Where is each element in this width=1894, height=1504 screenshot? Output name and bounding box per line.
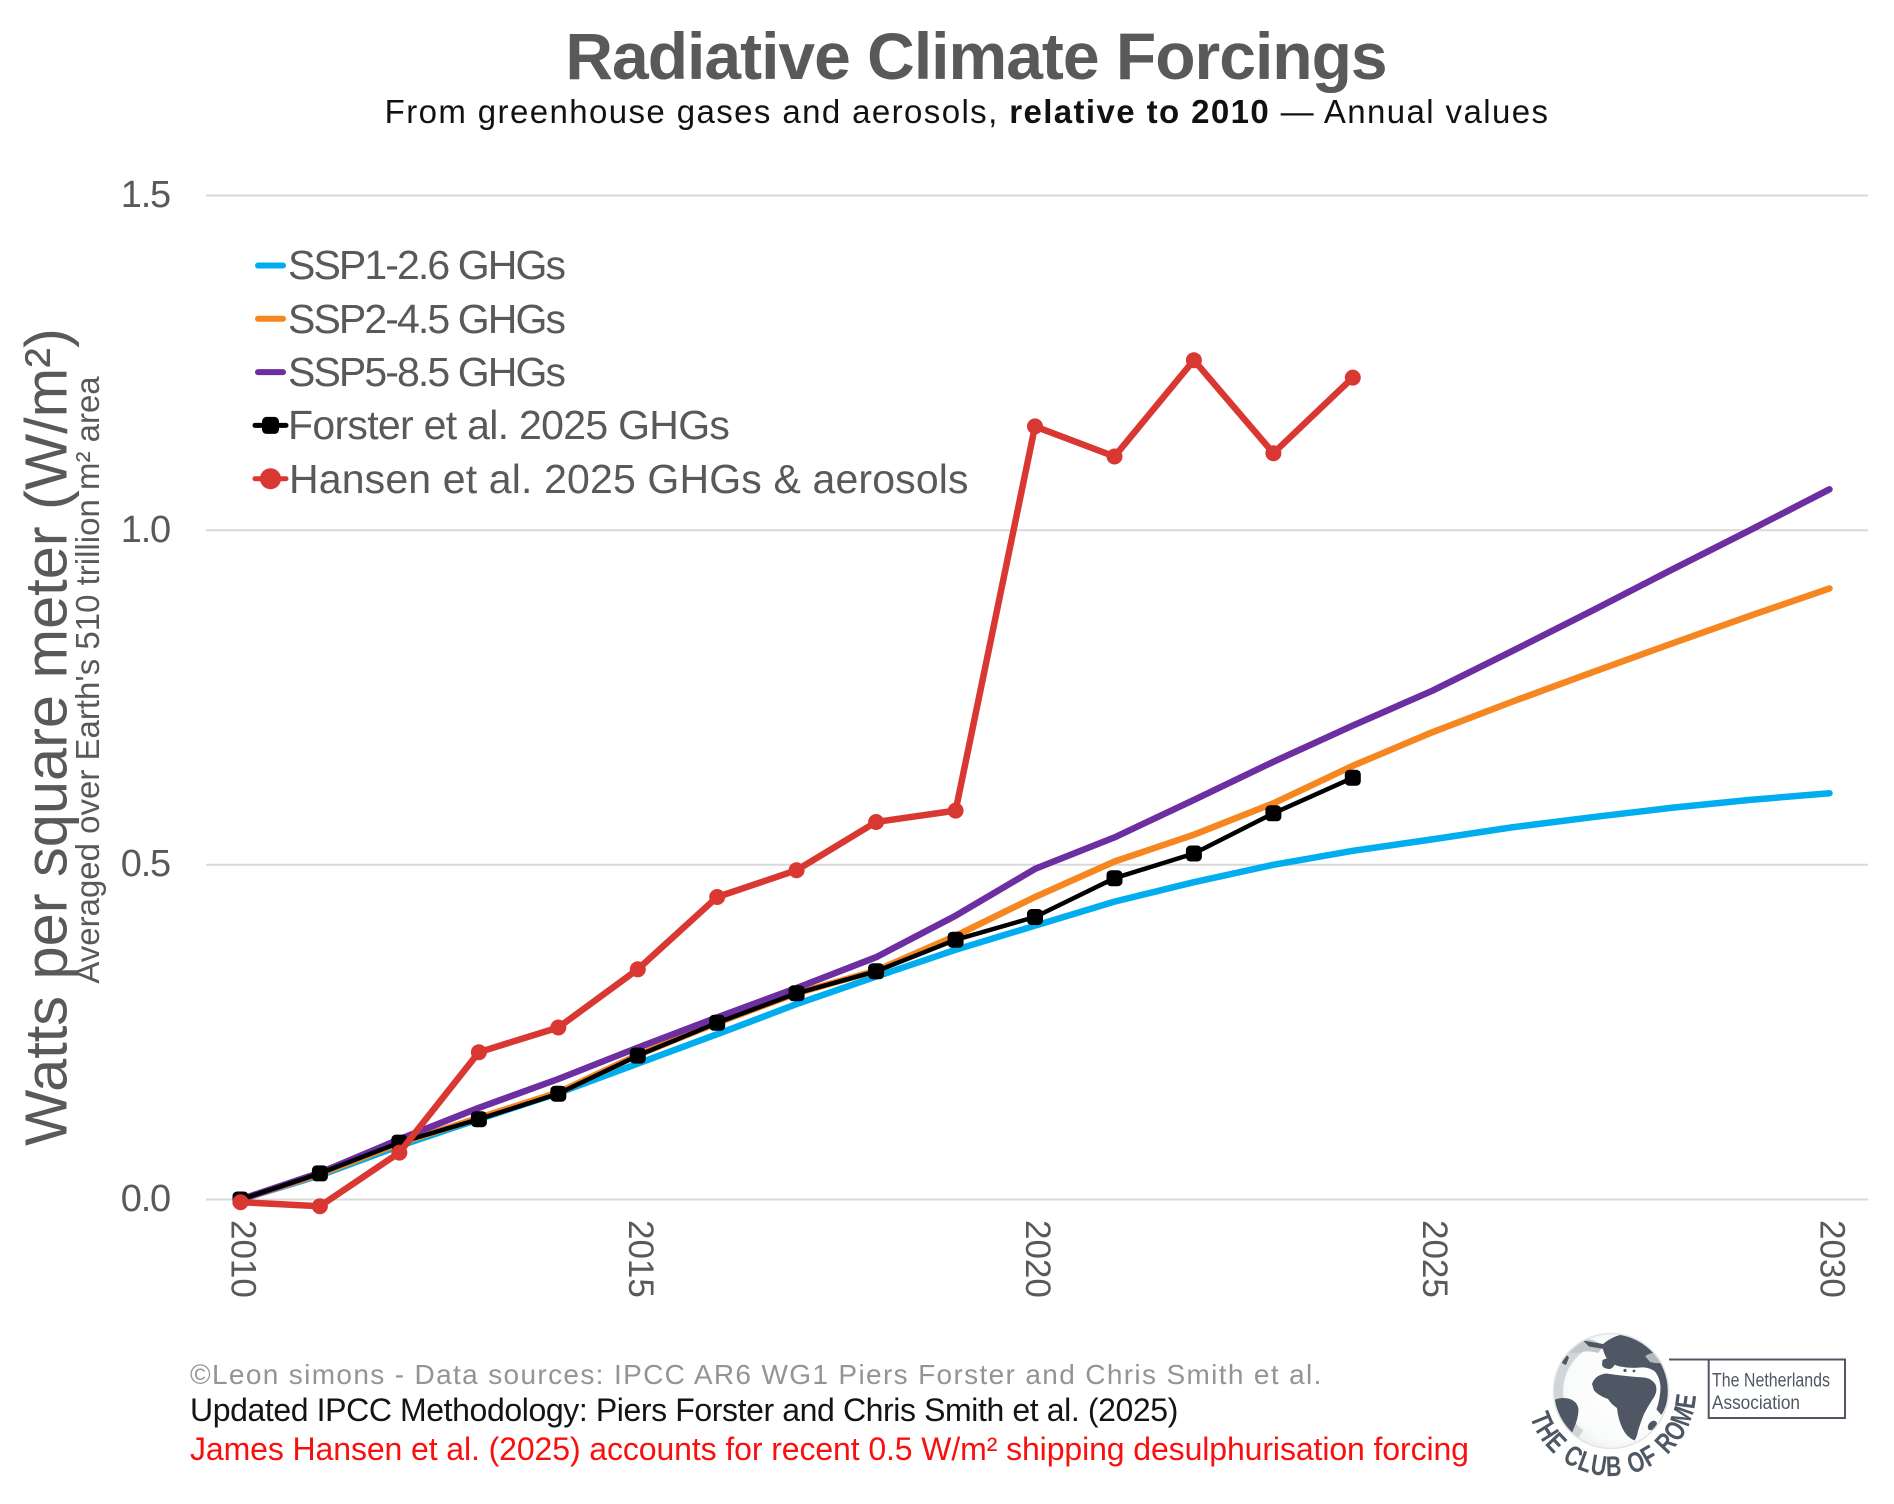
svg-text:E: E <box>1670 1392 1703 1410</box>
svg-text:B: B <box>1605 1451 1621 1483</box>
svg-text:Association: Association <box>1712 1393 1800 1414</box>
svg-text:The Netherlands: The Netherlands <box>1712 1371 1830 1392</box>
svg-text:U: U <box>1589 1449 1609 1483</box>
